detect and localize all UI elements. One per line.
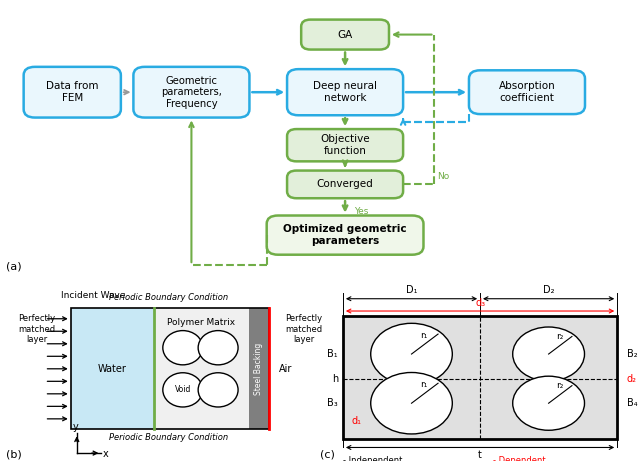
Text: B₁: B₁ — [328, 349, 338, 359]
Text: Polymer Matrix: Polymer Matrix — [167, 318, 236, 327]
Text: h: h — [332, 373, 338, 384]
Text: B₃: B₃ — [327, 398, 338, 408]
Text: Incident Wave: Incident Wave — [61, 291, 126, 300]
Circle shape — [371, 323, 452, 385]
Text: GA: GA — [337, 30, 353, 40]
Text: Steel Backing: Steel Backing — [255, 343, 264, 395]
Text: x: x — [103, 449, 109, 459]
FancyBboxPatch shape — [267, 216, 424, 254]
Text: (a): (a) — [6, 262, 22, 272]
Circle shape — [513, 376, 584, 430]
Text: Periodic Boundary Condition: Periodic Boundary Condition — [109, 293, 228, 301]
Text: No: No — [438, 171, 450, 181]
Text: B₂: B₂ — [627, 349, 637, 359]
Text: y: y — [72, 422, 78, 432]
Text: - Dependent
  variables: - Dependent variables — [493, 456, 546, 461]
Text: d₃: d₃ — [475, 298, 485, 308]
Circle shape — [198, 331, 238, 365]
Circle shape — [513, 327, 584, 381]
Text: r₁: r₁ — [420, 331, 428, 340]
Text: d₁: d₁ — [351, 416, 361, 426]
Text: Converged: Converged — [317, 179, 374, 189]
Bar — [249, 308, 269, 429]
Text: Geometric
parameters,
Frequency: Geometric parameters, Frequency — [161, 76, 222, 109]
Text: - Independent
  variables: - Independent variables — [343, 456, 403, 461]
FancyBboxPatch shape — [287, 69, 403, 115]
Circle shape — [163, 331, 203, 365]
Text: Water: Water — [98, 364, 127, 374]
Text: Perfectly
matched
layer: Perfectly matched layer — [19, 314, 56, 344]
Text: Perfectly
matched
layer: Perfectly matched layer — [285, 314, 323, 344]
Text: Absorption
coefficient: Absorption coefficient — [499, 82, 556, 103]
Circle shape — [198, 373, 238, 407]
Circle shape — [163, 373, 203, 407]
Text: t: t — [478, 450, 482, 460]
Text: (b): (b) — [6, 449, 22, 459]
Text: Optimized geometric
parameters: Optimized geometric parameters — [284, 225, 407, 246]
FancyBboxPatch shape — [469, 71, 585, 114]
Bar — [70, 308, 269, 429]
Text: Yes: Yes — [355, 207, 369, 216]
Text: Air: Air — [279, 364, 292, 374]
Text: Data from
FEM: Data from FEM — [46, 82, 99, 103]
Bar — [154, 308, 249, 429]
Text: r₁: r₁ — [420, 380, 428, 389]
Text: d₂: d₂ — [627, 373, 637, 384]
Text: (c): (c) — [320, 449, 335, 459]
FancyBboxPatch shape — [287, 171, 403, 198]
FancyBboxPatch shape — [133, 67, 250, 118]
FancyBboxPatch shape — [287, 129, 403, 161]
Text: Void: Void — [175, 385, 191, 394]
FancyBboxPatch shape — [24, 67, 121, 118]
Circle shape — [371, 372, 452, 434]
Text: B₄: B₄ — [627, 398, 637, 408]
Text: D₂: D₂ — [543, 285, 554, 295]
Text: r₂: r₂ — [556, 381, 563, 390]
Text: r₂: r₂ — [556, 332, 563, 341]
Bar — [70, 308, 154, 429]
Text: D₁: D₁ — [406, 285, 417, 295]
Text: Deep neural
network: Deep neural network — [313, 82, 377, 103]
Text: Periodic Boundary Condition: Periodic Boundary Condition — [109, 433, 228, 443]
Text: Objective
function: Objective function — [320, 135, 370, 156]
FancyBboxPatch shape — [301, 20, 389, 50]
Bar — [343, 316, 617, 439]
